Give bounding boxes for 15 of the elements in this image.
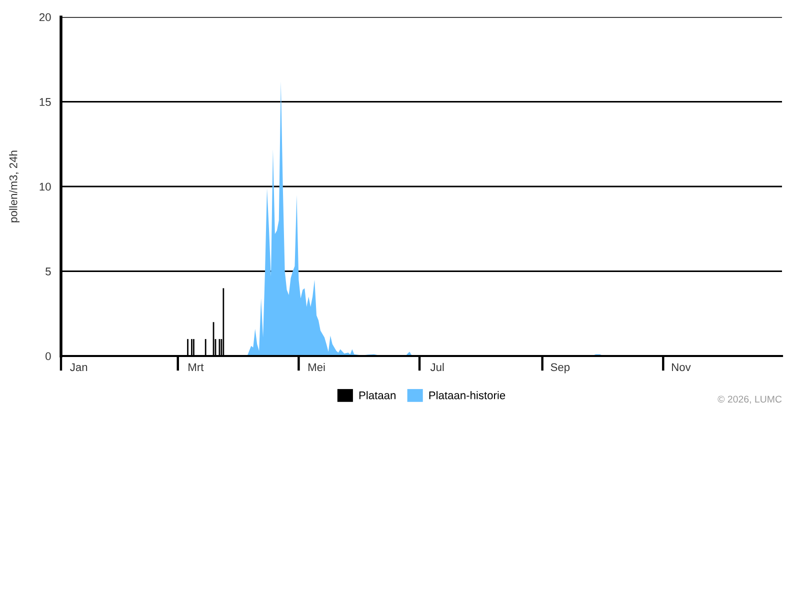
x-tick-label: Jul <box>430 362 444 372</box>
y-tick-label: 0 <box>46 352 51 360</box>
legend-label: Plataan-historie <box>429 391 506 400</box>
y-axis-title: pollen/m3, 24h <box>9 150 20 222</box>
y-tick-label: 5 <box>46 268 51 276</box>
x-tick-label: Mei <box>308 362 325 372</box>
x-tick-label: Sep <box>550 363 570 374</box>
y-tick-label: 15 <box>40 98 51 106</box>
text: © 2026, LUMC <box>718 396 782 404</box>
x-tick-label: Mrt <box>188 363 204 372</box>
legend-label: Plataan <box>359 391 396 400</box>
x-tick-label: Nov <box>672 363 691 372</box>
y-tick-label: 20 <box>39 13 51 22</box>
y-tick-label: 10 <box>40 182 51 191</box>
x-tick-label: Jan <box>70 363 88 372</box>
